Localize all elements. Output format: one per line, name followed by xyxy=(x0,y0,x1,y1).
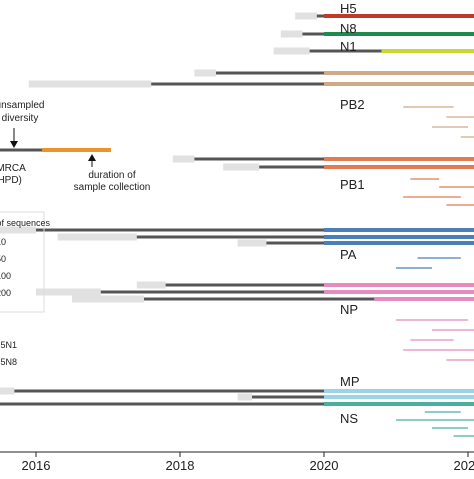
segment-label-ns: NS xyxy=(340,411,358,426)
x-tick-label: 2018 xyxy=(166,458,195,473)
segment-label-n1: N1 xyxy=(340,39,357,54)
x-tick-label: 2022 xyxy=(454,458,474,473)
size-legend-box xyxy=(0,211,45,313)
x-tick-label: 2020 xyxy=(310,458,339,473)
legend-unsampled-label: unsampled xyxy=(0,100,44,111)
legend-arrow-head xyxy=(88,154,96,161)
size-legend-value: 200 xyxy=(0,288,11,298)
legend-duration-label: sample collection xyxy=(74,182,151,193)
legend-arrow-head xyxy=(10,141,18,148)
segment-label-pb1: PB1 xyxy=(340,177,365,192)
size-legend-value: 50 xyxy=(0,254,6,264)
segment-label-mp: MP xyxy=(340,374,360,389)
legend-duration-label: duration of xyxy=(88,170,135,181)
subtype-legend-entry: H5N1 xyxy=(0,340,17,350)
x-tick-label: 2016 xyxy=(22,458,51,473)
size-legend-title: No. of sequences xyxy=(0,218,51,228)
segment-label-h5: H5 xyxy=(340,1,357,16)
legend-unsampled-label: diversity xyxy=(2,113,39,124)
segment-label-pb2: PB2 xyxy=(340,97,365,112)
segment-label-pa: PA xyxy=(340,247,357,262)
legend-tmrca-label: (HPD) xyxy=(0,175,22,186)
lineage-bars xyxy=(0,12,474,437)
size-legend-value: 10 xyxy=(0,237,6,247)
legend-tmrca-label: TMRCA xyxy=(0,163,26,174)
segment-label-np: NP xyxy=(340,302,358,317)
segment-label-n8: N8 xyxy=(340,21,357,36)
x-axis: 2016 2018 2020 2022 xyxy=(0,451,474,473)
segment-labels: H5 N8 N1 PB2 PB1 PA NP MP NS xyxy=(340,1,365,426)
size-legend-value: 100 xyxy=(0,271,11,281)
legend: unsampled diversity TMRCA(HPD) duration ofs… xyxy=(0,100,150,367)
